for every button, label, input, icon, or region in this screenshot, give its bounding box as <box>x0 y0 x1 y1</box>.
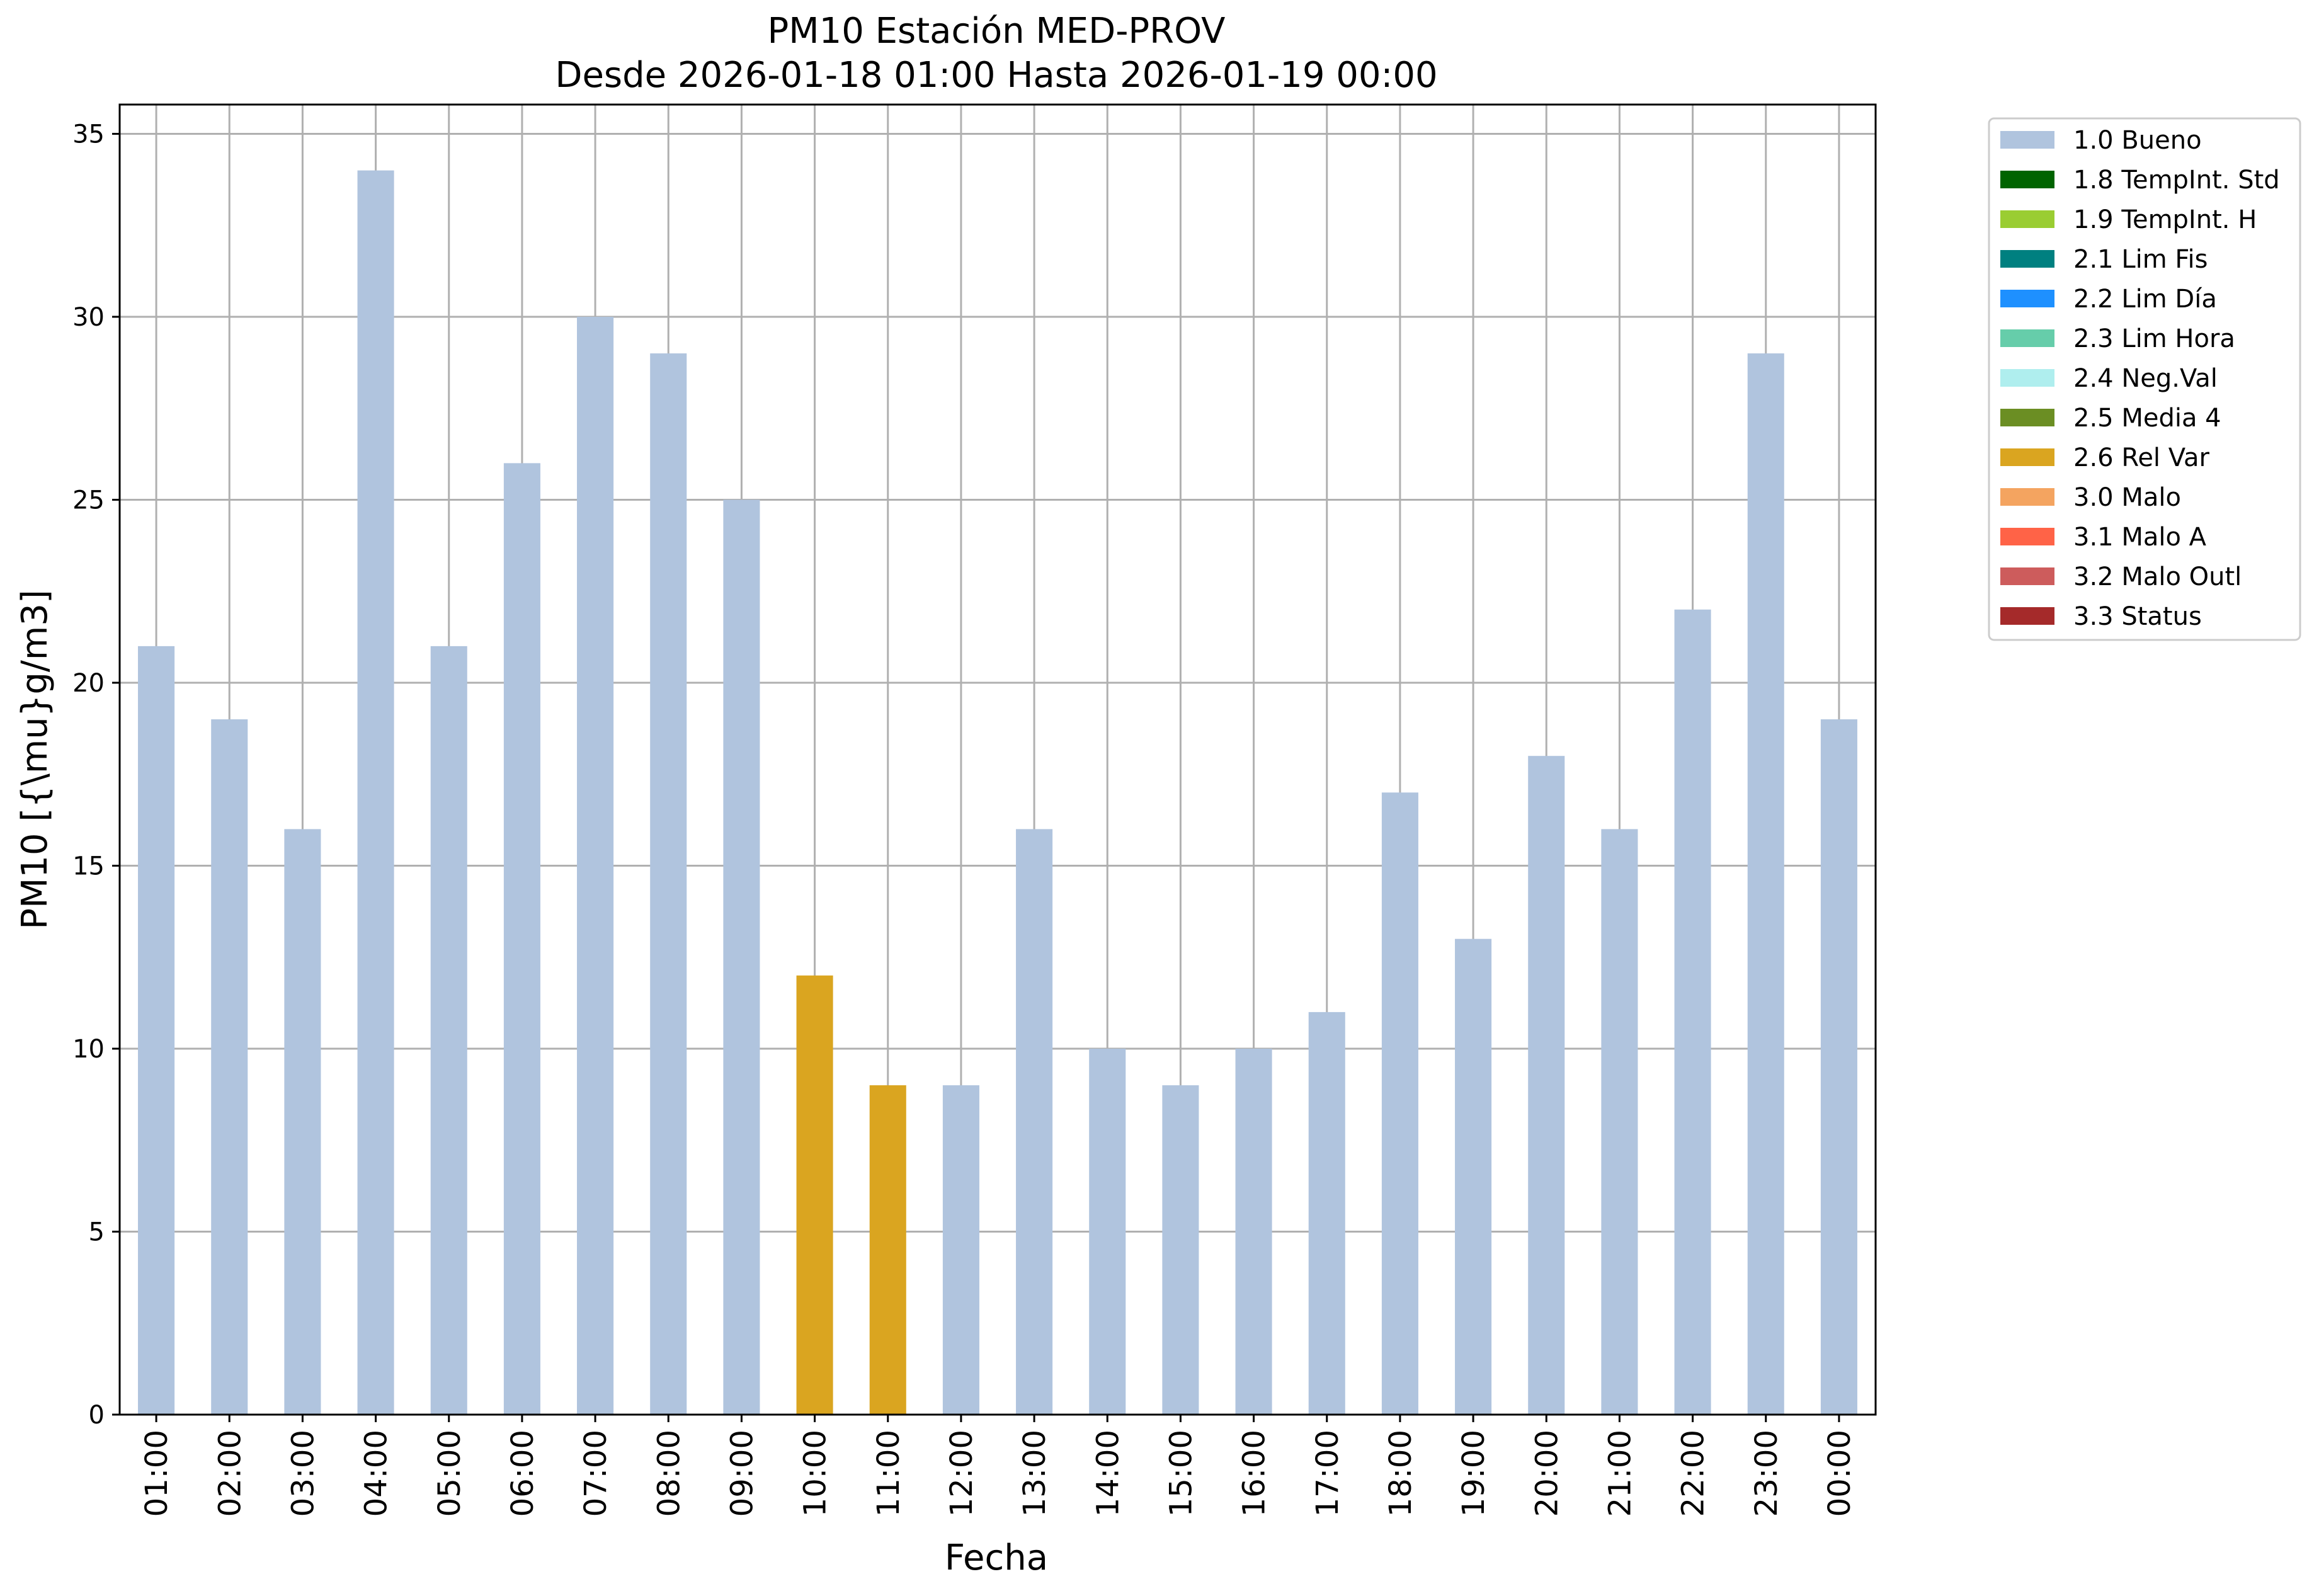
bar <box>1601 829 1638 1415</box>
bar <box>357 170 394 1415</box>
legend-swatch <box>2000 409 2054 426</box>
bar <box>1381 792 1418 1415</box>
legend: 1.0 Bueno 1.8 TempInt. Std 1.9 TempInt. H 2… <box>1988 117 2301 641</box>
x-tick-label: 14:00 <box>1090 1430 1125 1517</box>
x-tick-label: 08:00 <box>651 1430 687 1517</box>
legend-label: 2.5 Media 4 <box>2073 404 2221 433</box>
x-tick-label: 18:00 <box>1383 1430 1418 1517</box>
y-tick-label: 5 <box>89 1217 105 1246</box>
x-tick-label: 20:00 <box>1529 1430 1564 1517</box>
x-axis-label: Fecha <box>945 1537 1048 1578</box>
bar <box>650 353 687 1415</box>
bar <box>869 1085 906 1415</box>
bar <box>430 646 467 1415</box>
y-tick-label: 15 <box>72 852 105 881</box>
y-tick-label: 10 <box>72 1035 105 1064</box>
legend-label: 2.1 Lim Fis <box>2073 245 2208 274</box>
bar <box>796 975 833 1415</box>
x-tick-label: 01:00 <box>139 1430 174 1517</box>
bar <box>138 646 175 1415</box>
chart-title: PM10 Estación MED-PROV <box>768 11 1226 52</box>
x-tick-label: 13:00 <box>1017 1430 1052 1517</box>
bar <box>211 719 248 1415</box>
chart-subtitle: Desde 2026-01-18 01:00 Hasta 2026-01-19 … <box>555 55 1437 96</box>
y-tick-label: 20 <box>72 669 105 698</box>
legend-swatch <box>2000 369 2054 387</box>
bar <box>1674 609 1711 1415</box>
legend-swatch <box>2000 210 2054 228</box>
legend-swatch <box>2000 528 2054 545</box>
x-tick-label: 21:00 <box>1602 1430 1638 1517</box>
x-tick-label: 05:00 <box>432 1430 467 1517</box>
bar <box>1747 353 1784 1415</box>
y-tick-label: 25 <box>72 486 105 515</box>
legend-label: 1.0 Bueno <box>2073 126 2202 155</box>
legend-swatch <box>2000 607 2054 625</box>
bar <box>1016 829 1053 1415</box>
x-tick-label: 23:00 <box>1749 1430 1784 1517</box>
x-tick-label: 02:00 <box>212 1430 248 1517</box>
legend-swatch <box>2000 448 2054 466</box>
bar <box>577 316 614 1415</box>
x-tick-label: 00:00 <box>1822 1430 1857 1517</box>
legend-label: 3.1 Malo A <box>2073 523 2207 552</box>
legend-swatch <box>2000 488 2054 506</box>
bar <box>942 1085 979 1415</box>
bar <box>503 463 540 1415</box>
legend-swatch <box>2000 567 2054 585</box>
legend-label: 1.8 TempInt. Std <box>2073 166 2280 195</box>
bar <box>723 499 760 1415</box>
x-tick-label: 11:00 <box>871 1430 906 1517</box>
x-tick-label: 15:00 <box>1163 1430 1199 1517</box>
x-tick-label: 22:00 <box>1676 1430 1711 1517</box>
x-tick-label: 17:00 <box>1310 1430 1345 1517</box>
bar <box>1455 938 1492 1415</box>
bar <box>1308 1012 1345 1415</box>
x-axis: 01:00 02:00 03:00 04:00 05:00 06:00 07:00 08:00… <box>139 1415 1857 1517</box>
x-tick-label: 10:00 <box>798 1430 833 1517</box>
bar <box>1235 1048 1272 1415</box>
x-tick-label: 09:00 <box>724 1430 760 1517</box>
legend-swatch <box>2000 250 2054 268</box>
legend-box <box>1988 117 2301 641</box>
legend-label: 2.4 Neg.Val <box>2073 364 2218 393</box>
x-tick-label: 06:00 <box>505 1430 540 1517</box>
x-tick-label: 04:00 <box>359 1430 394 1517</box>
legend-label: 2.6 Rel Var <box>2073 443 2210 472</box>
x-tick-label: 12:00 <box>944 1430 979 1517</box>
x-tick-label: 03:00 <box>285 1430 321 1517</box>
legend-label: 3.0 Malo <box>2073 483 2181 512</box>
y-tick-label: 30 <box>72 303 105 332</box>
y-tick-label: 35 <box>72 120 105 149</box>
x-tick-label: 19:00 <box>1456 1430 1491 1517</box>
bar <box>284 829 321 1415</box>
legend-label: 2.2 Lim Día <box>2073 285 2217 314</box>
legend-swatch <box>2000 171 2054 188</box>
bar <box>1820 719 1857 1415</box>
legend-swatch <box>2000 290 2054 307</box>
bar <box>1089 1048 1126 1415</box>
bars <box>138 170 1857 1415</box>
legend-swatch <box>2000 329 2054 347</box>
legend-label: 1.9 TempInt. H <box>2073 205 2257 234</box>
legend-label: 3.3 Status <box>2073 602 2202 631</box>
legend-label: 3.2 Malo Outl <box>2073 562 2242 591</box>
bar <box>1528 756 1565 1415</box>
x-tick-label: 16:00 <box>1237 1430 1272 1517</box>
bar <box>1162 1085 1199 1415</box>
legend-label: 2.3 Lim Hora <box>2073 324 2235 353</box>
y-axis-label: PM10 [{\mu}g/m3] <box>14 590 55 930</box>
legend-swatch <box>2000 131 2054 149</box>
y-tick-label: 0 <box>89 1401 105 1430</box>
plot-area-frame <box>118 103 1877 1416</box>
x-tick-label: 07:00 <box>578 1430 613 1517</box>
y-axis: 0 5 10 15 20 25 30 35 <box>72 120 120 1430</box>
